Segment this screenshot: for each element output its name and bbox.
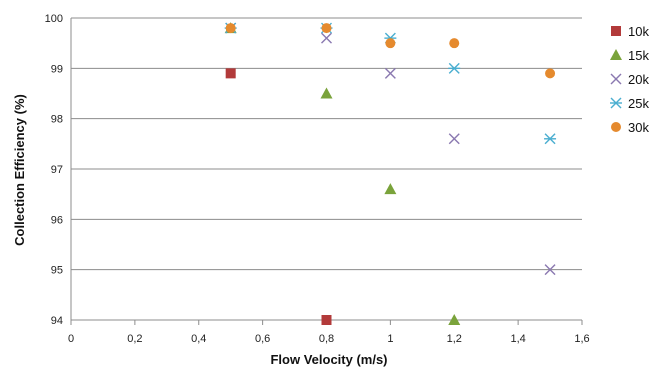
x-tick-label: 1,2	[447, 333, 462, 345]
y-tick-labels: 94 95 96 97 98 99 100	[45, 13, 63, 327]
legend-label-20k: 20k	[628, 72, 649, 87]
point-20k	[384, 67, 396, 79]
point-30k	[545, 68, 556, 79]
x-tick-label: 1	[387, 333, 393, 345]
x-tick-label: 0,4	[191, 333, 206, 345]
legend-label-30k: 30k	[628, 120, 649, 135]
legend: 10k 15k 20k 25k 30k	[610, 24, 649, 135]
legend-marker-25k	[610, 97, 622, 109]
point-30k	[225, 23, 236, 34]
point-25k	[544, 133, 557, 145]
point-20k	[448, 133, 460, 145]
y-tick-label: 95	[51, 265, 63, 277]
point-10k	[225, 68, 236, 79]
grid-lines	[71, 17, 582, 271]
x-axis-label: Flow Velocity (m/s)	[270, 352, 387, 367]
y-tick-label: 94	[51, 315, 63, 327]
point-10k	[321, 315, 332, 325]
legend-marker-30k	[611, 122, 621, 132]
y-tick-label: 99	[51, 63, 63, 75]
x-tick-label: 0,6	[255, 333, 270, 345]
point-30k	[385, 38, 396, 49]
legend-marker-15k	[610, 49, 622, 60]
y-tick-label: 96	[51, 214, 63, 226]
x-tick-label: 1,6	[574, 333, 589, 345]
point-20k	[544, 264, 556, 276]
y-axis-label: Collection Efficiency (%)	[12, 94, 27, 246]
y-tick-label: 100	[45, 13, 63, 25]
point-15k	[384, 183, 397, 195]
axes	[70, 18, 583, 325]
y-tick-label: 97	[51, 164, 63, 176]
point-25k	[448, 62, 461, 74]
x-tick-label: 0,2	[127, 333, 142, 345]
legend-label-15k: 15k	[628, 48, 649, 63]
y-tick-label: 98	[51, 114, 63, 126]
legend-marker-20k	[610, 73, 622, 85]
x-tick-label: 1,4	[510, 333, 525, 345]
data-points	[224, 22, 557, 325]
x-tick-labels: 0 0,2 0,4 0,6 0,8 1 1,2 1,4 1,6	[68, 333, 590, 345]
point-30k	[449, 38, 460, 49]
legend-label-25k: 25k	[628, 96, 649, 111]
x-tick-label: 0	[68, 333, 74, 345]
point-20k	[321, 32, 332, 44]
legend-label-10k: 10k	[628, 24, 649, 39]
legend-marker-10k	[611, 26, 621, 36]
point-15k	[448, 314, 461, 325]
point-15k	[320, 87, 333, 99]
point-30k	[321, 23, 332, 34]
x-tick-label: 0,8	[319, 333, 334, 345]
